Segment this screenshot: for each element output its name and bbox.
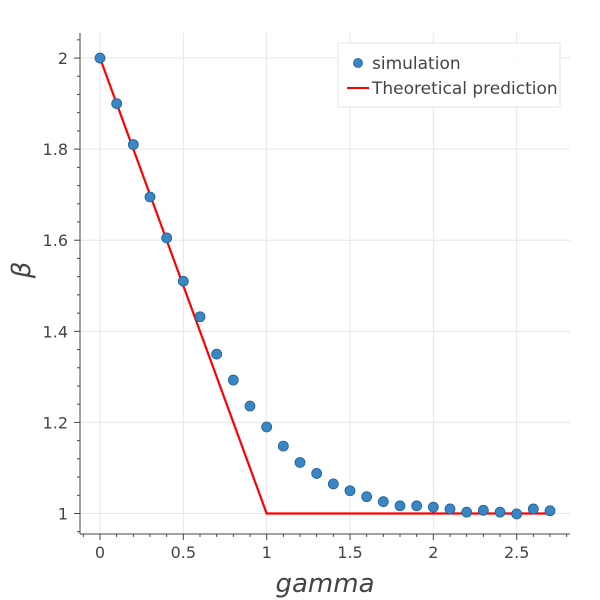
simulation-point [494,506,506,518]
simulation-point [327,478,339,490]
simulation-point [294,457,306,468]
grid [80,33,570,534]
x-axis-title: gamma [275,569,374,599]
x-tick-label: 2 [428,543,438,562]
simulation-point [277,440,289,452]
simulation-point [377,496,389,508]
legend: simulation Theoretical prediction [337,42,561,108]
x-tick-label: 0 [95,543,105,562]
legend-label-theoretical-prediction: Theoretical prediction [371,79,558,99]
y-tick-label: 1.6 [43,231,68,250]
x-tick-label: 0.5 [171,543,196,562]
simulation-point [394,500,406,512]
y-tick-label: 1.8 [43,140,68,159]
simulation-point [94,52,106,64]
simulation-point [527,503,539,515]
simulation-point [444,503,456,515]
y-tick-label: 1.4 [43,322,68,341]
simulation-point [427,501,439,513]
simulation-series [94,52,556,520]
simulation-point [261,421,273,433]
simulation-point [411,500,423,512]
y-tick-label: 1.2 [43,413,68,432]
simulation-point [461,506,473,518]
simulation-point [511,508,523,520]
legend-label-simulation: simulation [372,54,461,74]
y-tick-label: 1 [58,505,68,524]
x-tick-label: 1.5 [337,543,362,562]
legend-box [337,42,561,108]
theoretical-prediction-line [98,57,550,515]
simulation-point [544,505,556,517]
simulation-point [144,191,156,203]
y-axis-title: β [7,262,37,280]
simulation-point [227,374,239,386]
plot-background [80,33,570,534]
simulation-point [477,504,489,516]
simulation-point [244,400,256,412]
x-tick-label: 1 [262,543,272,562]
simulation-point [177,275,189,287]
legend-marker-simulation [353,58,363,68]
simulation-point [194,311,206,323]
axes [79,33,570,535]
simulation-point [311,468,323,479]
simulation-point [127,139,139,150]
simulation-point [111,98,123,109]
x-tick-label: 2.5 [504,543,529,562]
simulation-point [361,491,373,503]
y-tick-label: 2 [58,49,68,68]
simulation-point [161,232,173,244]
ticks: 0 0.5 1 1.5 2 2.5 1 1.2 1.4 1.6 1.8 2 [43,39,568,562]
simulation-point [211,348,223,360]
simulation-point [344,485,356,497]
theoretical-prediction-series [98,57,550,515]
